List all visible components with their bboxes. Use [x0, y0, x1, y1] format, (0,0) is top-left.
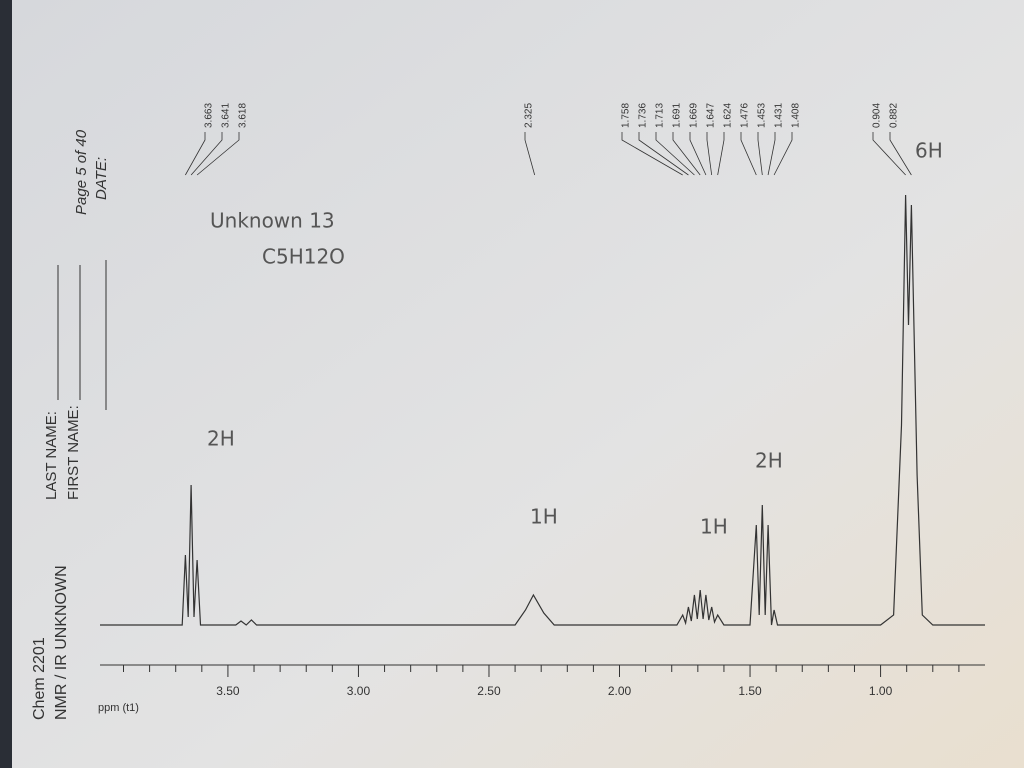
peak-leader — [706, 132, 713, 176]
peak-label: 3.618 — [238, 103, 249, 128]
peak-label: 1.758 — [621, 103, 632, 128]
handwritten-note: C5H12O — [262, 245, 345, 269]
peak-leader — [773, 132, 793, 176]
page: Page 5 of 40 — [73, 129, 90, 215]
handwritten-note: 2H — [755, 449, 783, 473]
last-name: LAST NAME: — [43, 411, 60, 500]
peak-leader — [689, 132, 707, 176]
x-tick-label: 2.00 — [608, 684, 632, 698]
handwritten-note: 1H — [700, 515, 728, 539]
handwritten-note: 1H — [530, 505, 558, 529]
header: Chem 2201 NMR / IR UNKNOWN LAST NAME: FI… — [31, 129, 110, 720]
peak-leader — [672, 132, 701, 176]
peak-leader — [717, 132, 725, 176]
peak-leader — [638, 132, 689, 176]
peak-label: 3.641 — [221, 103, 232, 128]
first-name: FIRST NAME: — [65, 405, 82, 500]
x-tick-label: 1.00 — [869, 684, 893, 698]
peak-leader — [655, 132, 695, 176]
spectrum — [100, 194, 985, 626]
assignment: NMR / IR UNKNOWN — [53, 565, 70, 720]
peak-leader — [196, 132, 240, 176]
date: DATE: — [93, 157, 110, 200]
peak-label: 3.663 — [204, 103, 215, 128]
peak-leader — [524, 132, 536, 176]
peak-label: 1.476 — [740, 103, 751, 128]
handwritten-note: 6H — [915, 139, 943, 163]
peak-leader — [757, 132, 763, 176]
peak-leader — [185, 132, 206, 176]
peak-leader — [740, 132, 757, 176]
peak-leader — [872, 132, 906, 176]
course: Chem 2201 — [31, 637, 48, 720]
peak-leader — [190, 132, 223, 176]
peak-label: 1.647 — [706, 103, 717, 128]
peak-label: 0.904 — [872, 103, 883, 128]
peak-leader — [621, 132, 683, 176]
peak-label: 1.408 — [791, 103, 802, 128]
table-edge — [0, 0, 12, 768]
x-tick-label: 1.50 — [738, 684, 762, 698]
handwritten-note: Unknown 13 — [210, 209, 335, 233]
peak-label: 1.453 — [757, 103, 768, 128]
x-axis-label: ppm (t1) — [98, 702, 139, 714]
x-tick-label: 2.50 — [477, 684, 501, 698]
x-tick-label: 3.00 — [347, 684, 371, 698]
peak-leader — [889, 132, 912, 176]
x-tick-label: 3.50 — [216, 684, 240, 698]
peak-label: 1.713 — [655, 103, 666, 128]
peak-label: 2.325 — [524, 103, 535, 128]
peak-label: 1.691 — [672, 103, 683, 128]
peak-label: 1.624 — [723, 103, 734, 128]
peak-label: 1.431 — [774, 103, 785, 128]
peak-label: 1.736 — [638, 103, 649, 128]
peak-leader — [767, 132, 776, 176]
peak-label: 0.882 — [889, 103, 900, 128]
handwritten-note: 2H — [207, 427, 235, 451]
peak-label: 1.669 — [689, 103, 700, 128]
